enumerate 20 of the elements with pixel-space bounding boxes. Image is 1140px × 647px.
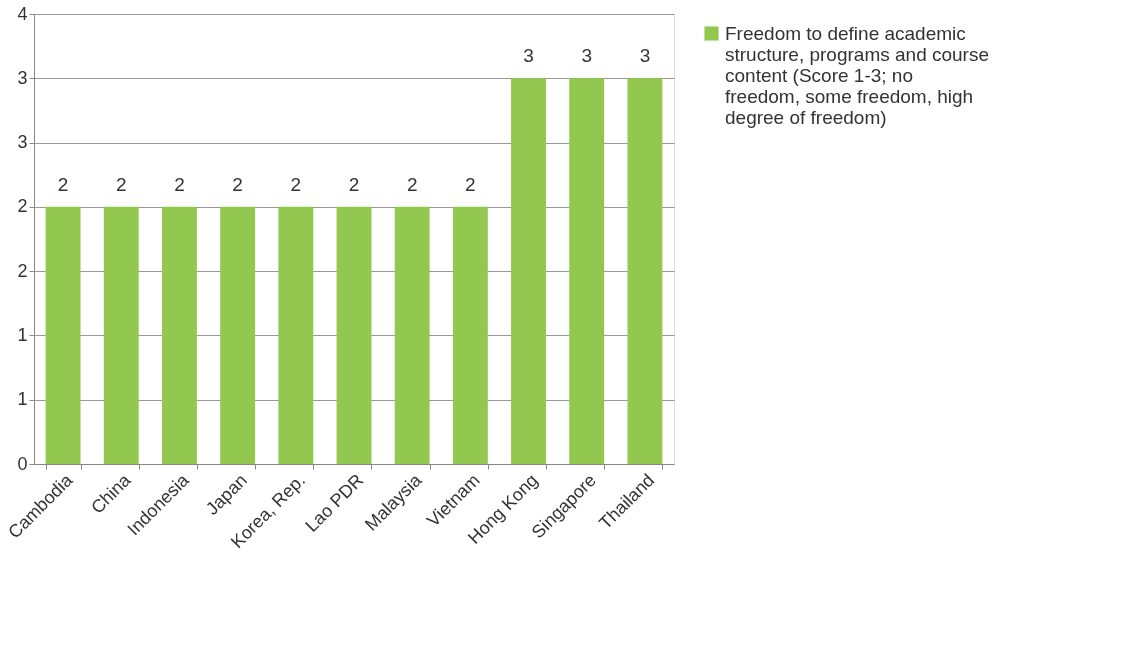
data-label: 2 [290, 173, 302, 195]
y-tick-label: 3 [17, 132, 28, 153]
data-label: 2 [406, 173, 418, 195]
y-tick-label: 0 [17, 453, 28, 474]
y-tick-label: 1 [17, 389, 28, 410]
y-tick-label: 2 [17, 196, 28, 217]
legend-label: Freedom to define academic structure, programs and course content (Score 1-3; no freedom, some freedom, high degree of freedom) [725, 22, 990, 128]
y-tick-label: 2 [17, 260, 28, 281]
data-label: 3 [523, 45, 534, 67]
y-tick-label: 3 [17, 67, 28, 88]
data-label: 2 [57, 173, 69, 195]
data-label: 2 [348, 173, 360, 195]
y-tick-label: 4 [17, 3, 28, 24]
data-label: 2 [232, 173, 243, 195]
data-label: 3 [639, 45, 651, 67]
data-label: 2 [174, 173, 185, 195]
y-tick-label: 1 [17, 324, 28, 345]
data-label: 2 [115, 173, 127, 195]
data-label: 2 [465, 173, 476, 195]
data-label: 3 [581, 45, 593, 67]
